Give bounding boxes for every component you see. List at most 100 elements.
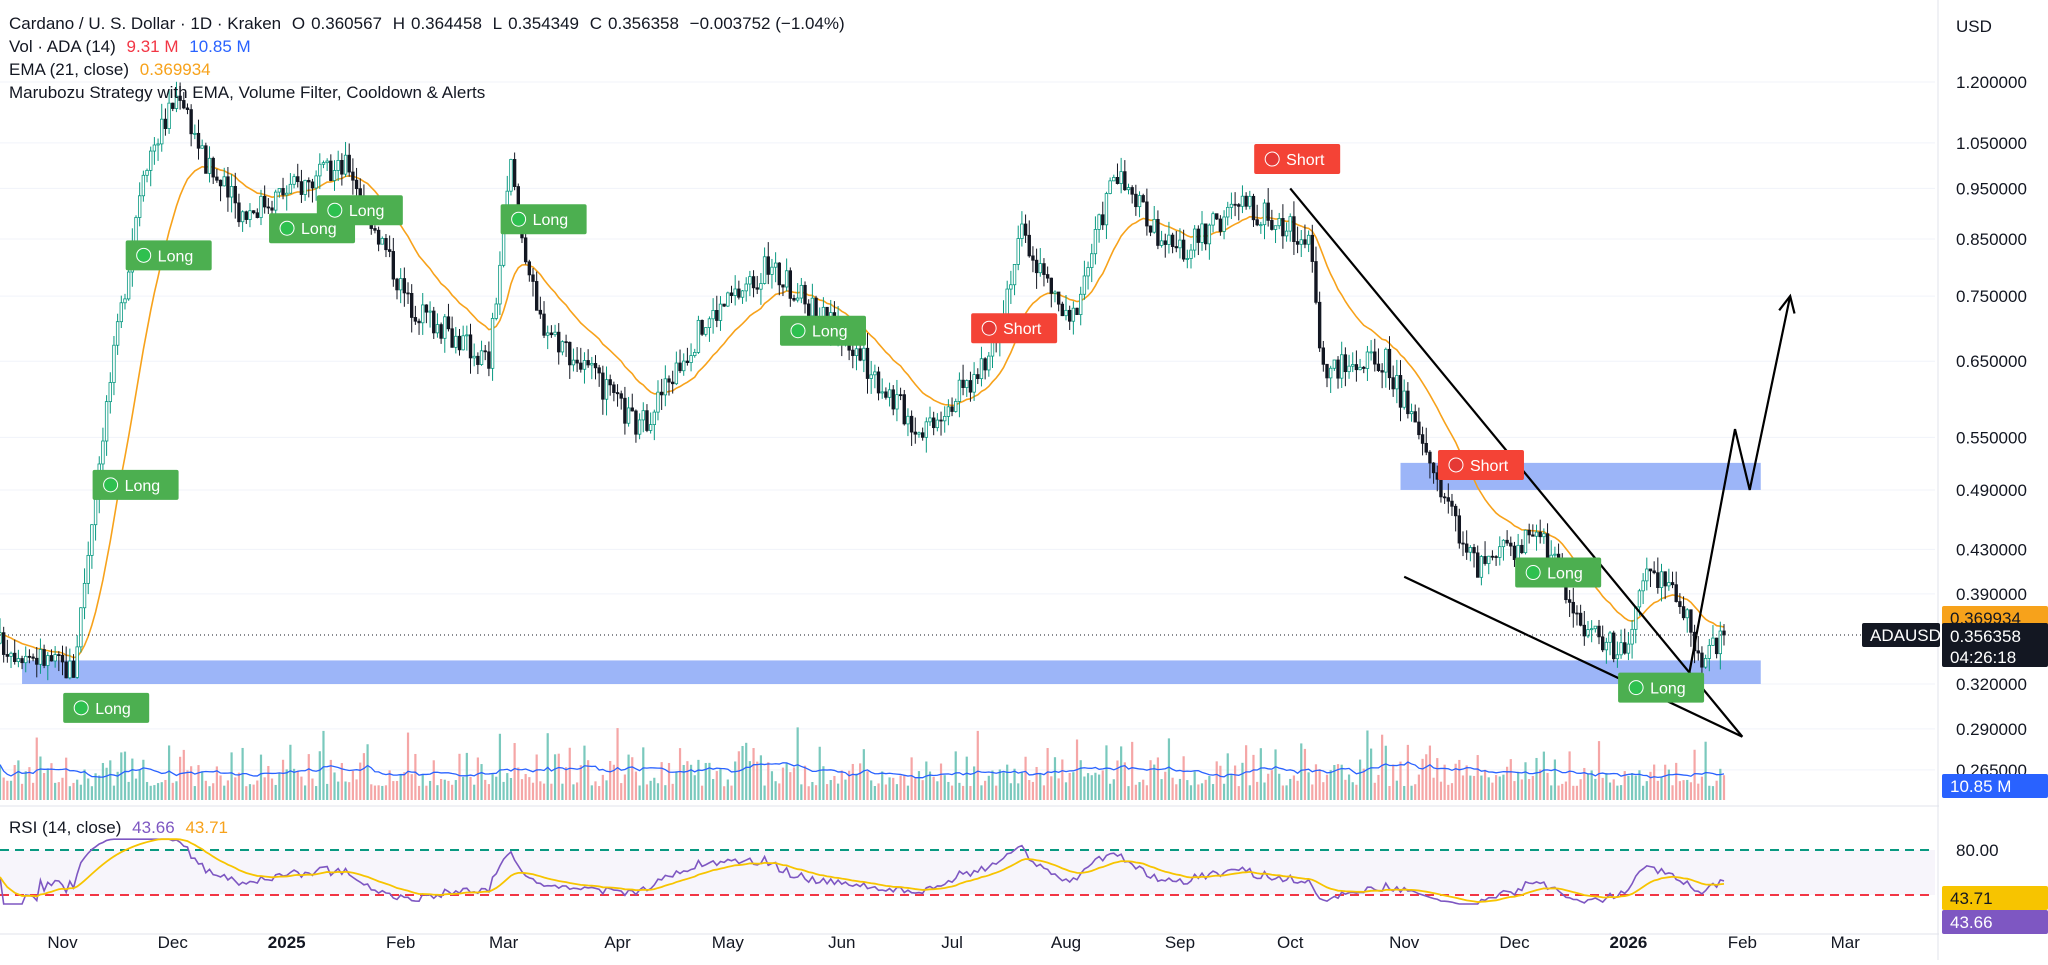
candle-body xyxy=(468,334,473,359)
ema-legend[interactable]: EMA (21, close) 0.369934 xyxy=(9,60,211,79)
signal-long: Long xyxy=(779,315,866,346)
candle-body xyxy=(689,355,693,363)
volume-bar xyxy=(149,785,152,800)
signal-label: Long xyxy=(301,221,337,238)
volume-bar xyxy=(568,747,571,800)
volume-bar xyxy=(186,770,189,800)
candle-body xyxy=(1531,534,1535,537)
volume-bar xyxy=(520,779,524,800)
candle-body xyxy=(597,367,601,374)
volume-bar xyxy=(1116,760,1119,800)
volume-bar xyxy=(1686,779,1689,800)
candle-body xyxy=(398,278,403,291)
candle-body xyxy=(663,378,668,396)
volume-bar xyxy=(719,767,722,800)
candle-body xyxy=(1005,288,1009,315)
candle-body xyxy=(766,256,770,275)
candle-body xyxy=(1185,258,1189,260)
candle-body xyxy=(27,655,32,658)
candle-body xyxy=(1678,601,1682,608)
candle-body xyxy=(527,261,532,276)
volume-bar xyxy=(153,785,156,800)
candle-body xyxy=(410,292,414,318)
volume-bar xyxy=(476,757,479,800)
candle-body xyxy=(439,324,443,339)
candle-body xyxy=(1446,497,1450,502)
volume-bar xyxy=(1370,748,1373,800)
volume-bar xyxy=(1513,781,1516,800)
candle-body xyxy=(472,355,476,359)
candle-body xyxy=(329,160,333,181)
volume-bar xyxy=(204,780,207,800)
signal-dot-icon xyxy=(1525,565,1541,581)
signal-label: Long xyxy=(1650,681,1686,698)
candle-body xyxy=(1641,580,1645,592)
signal-long: Long xyxy=(1515,557,1602,588)
candle-body xyxy=(586,360,590,366)
volume-bar xyxy=(1314,764,1318,800)
volume-bar xyxy=(373,785,377,800)
candle-body xyxy=(79,607,83,648)
candle-body xyxy=(354,179,359,190)
volume-bar xyxy=(767,762,770,800)
volume-bar xyxy=(171,782,174,800)
candle-body xyxy=(68,660,72,679)
volume-legend[interactable]: Vol · ADA (14) 9.31 M 10.85 M xyxy=(9,37,251,56)
candle-body xyxy=(1384,348,1388,373)
volume-bar xyxy=(1101,770,1104,800)
candle-body xyxy=(523,237,528,263)
volume-bar xyxy=(517,767,520,800)
volume-bar xyxy=(1145,785,1148,800)
volume-bar xyxy=(844,779,847,800)
signal-dot-icon xyxy=(136,247,152,263)
volume-bar xyxy=(590,785,593,800)
volume-bar xyxy=(1667,769,1670,800)
volume-bar xyxy=(583,745,586,800)
volume-bar xyxy=(1086,773,1090,800)
strategy-legend[interactable]: Marubozu Strategy with EMA, Volume Filte… xyxy=(9,83,486,102)
candle-body xyxy=(1689,609,1693,633)
time-tick-label: 2025 xyxy=(268,933,306,952)
signal-label: Short xyxy=(1470,458,1509,475)
candle-body xyxy=(277,188,282,193)
candle-body xyxy=(619,393,623,399)
candle-body xyxy=(1420,434,1425,444)
volume-bar xyxy=(465,752,468,800)
candle-body xyxy=(671,381,675,385)
volume-bar xyxy=(1336,764,1340,800)
candle-body xyxy=(1038,263,1042,274)
volume-bar xyxy=(1572,785,1575,800)
candle-body xyxy=(957,379,962,402)
volume-bar xyxy=(43,773,46,800)
candle-body xyxy=(395,278,399,291)
candle-body xyxy=(193,132,197,135)
candle-body xyxy=(1,632,6,655)
volume-bar xyxy=(101,762,105,800)
volume-bar xyxy=(366,744,369,800)
candle-body xyxy=(876,371,881,394)
candle-body xyxy=(1612,632,1616,660)
volume-bar xyxy=(1630,773,1634,800)
volume-bar xyxy=(653,777,656,800)
candle-body xyxy=(35,657,39,665)
candle-body xyxy=(696,319,701,353)
volume-bar xyxy=(1204,779,1207,800)
volume-bar xyxy=(1561,783,1564,800)
symbol-title[interactable]: Cardano / U. S. Dollar · 1D · Kraken xyxy=(9,14,282,33)
rsi-value-tag-text: 43.66 xyxy=(1950,913,1993,932)
volume-bar xyxy=(623,774,627,800)
volume-ma-tag-bg xyxy=(1942,774,2048,798)
candle-body xyxy=(1045,274,1050,279)
rsi-legend[interactable]: RSI (14, close) 43.66 43.71 xyxy=(9,818,228,837)
candle-body xyxy=(1079,293,1083,315)
volume-bar xyxy=(31,782,35,800)
candle-body xyxy=(262,195,267,208)
volume-bar xyxy=(344,781,347,800)
candle-body xyxy=(1681,606,1686,619)
volume-bar xyxy=(737,751,740,800)
candle-body xyxy=(1571,601,1575,614)
candle-body xyxy=(1053,291,1057,294)
candle-body xyxy=(1494,556,1498,558)
